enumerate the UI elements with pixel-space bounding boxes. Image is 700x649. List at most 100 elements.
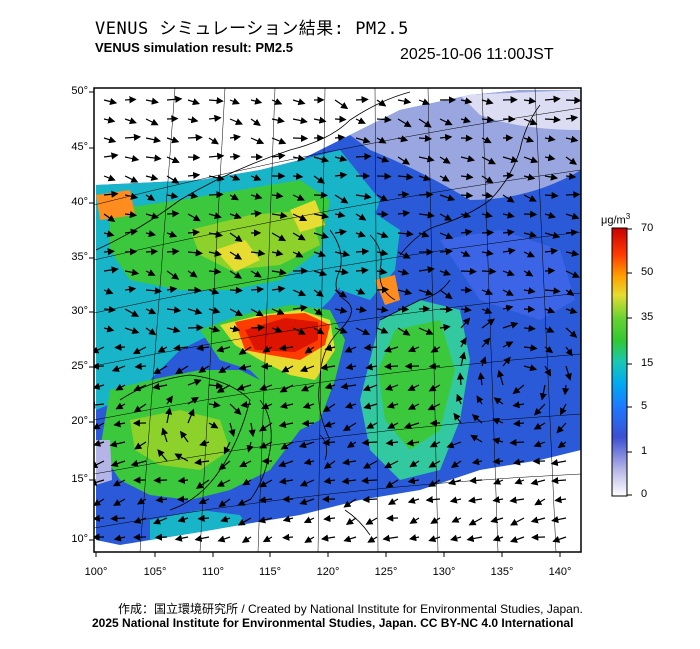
wind-arrow xyxy=(523,135,535,143)
lat-label-30: 30° xyxy=(71,305,88,317)
wind-arrow xyxy=(565,96,581,104)
wind-arrow xyxy=(363,402,378,410)
wind-arrow xyxy=(94,460,105,468)
wind-arrow xyxy=(271,116,285,124)
wind-arrow xyxy=(346,440,357,448)
wind-arrow xyxy=(497,369,505,386)
wind-arrow xyxy=(341,477,357,485)
wind-arrow xyxy=(397,288,413,296)
wind-arrow xyxy=(237,517,252,526)
wind-arrow xyxy=(187,116,199,124)
wind-arrow xyxy=(344,346,357,353)
wind-arrow xyxy=(187,270,198,278)
wind-arrow xyxy=(456,393,463,405)
wind-arrow xyxy=(208,421,219,429)
wind-arrow xyxy=(481,229,495,237)
wind-arrow xyxy=(136,497,147,505)
wind-vectors xyxy=(94,95,581,543)
wind-arrow xyxy=(282,515,294,523)
wind-arrow xyxy=(218,460,231,471)
lon-label-140: 140° xyxy=(548,566,572,578)
wind-arrow xyxy=(407,403,420,410)
wind-arrow xyxy=(565,288,575,296)
wind-arrow xyxy=(551,516,567,524)
copyright-line: 2025 National Institute for Environmenta… xyxy=(92,616,574,630)
wind-arrow xyxy=(344,401,357,409)
wind-arrow xyxy=(533,403,546,416)
wind-arrow xyxy=(324,382,336,390)
wind-arrow xyxy=(271,211,288,219)
wind-arrow xyxy=(334,228,347,236)
wind-arrow xyxy=(468,517,483,526)
lat-label-15: 15° xyxy=(71,473,88,485)
wind-arrow xyxy=(194,458,210,466)
wind-arrow xyxy=(292,117,308,125)
wind-arrow xyxy=(481,156,496,165)
wind-arrow xyxy=(278,460,294,468)
wind-arrow xyxy=(502,304,514,312)
wind-arrow xyxy=(229,153,241,161)
wind-arrow xyxy=(355,327,371,335)
wind-arrow xyxy=(451,516,462,523)
wind-arrow xyxy=(282,533,294,541)
wind-arrow xyxy=(544,173,559,181)
wind-arrow xyxy=(439,194,456,202)
lon-label-125: 125° xyxy=(374,566,398,578)
wind-arrow xyxy=(418,191,434,199)
wind-arrow xyxy=(250,210,262,218)
wind-arrow xyxy=(228,422,236,437)
wind-arrow xyxy=(544,306,556,314)
wind-arrow xyxy=(397,118,412,128)
wind-arrow xyxy=(166,210,180,218)
wind-arrow xyxy=(218,498,231,508)
lon-label-115: 115° xyxy=(259,566,281,578)
wind-arrow xyxy=(556,422,567,434)
wind-arrow xyxy=(385,439,399,447)
wind-arrow xyxy=(278,477,294,485)
wind-arrow xyxy=(383,345,399,353)
wind-arrow xyxy=(208,267,222,276)
wind-arrow xyxy=(292,327,306,335)
wind-arrow xyxy=(250,308,264,317)
wind-arrow xyxy=(533,440,546,448)
wind-arrow xyxy=(271,137,287,145)
wind-arrow xyxy=(470,434,483,443)
wind-arrow xyxy=(94,498,105,507)
wind-arrow xyxy=(439,269,452,276)
wind-arrow xyxy=(439,232,454,240)
wind-arrow xyxy=(439,305,454,313)
wind-arrow xyxy=(250,97,263,105)
colorbar-label-70: 70 xyxy=(641,222,654,234)
wind-arrow xyxy=(334,250,351,258)
wind-arrow xyxy=(439,323,451,332)
wind-arrow xyxy=(376,286,390,294)
wind-arrow xyxy=(166,285,178,294)
wind-arrow xyxy=(195,479,210,489)
wind-arrow xyxy=(250,324,265,332)
wind-arrow xyxy=(492,496,504,504)
wind-arrow xyxy=(113,534,126,542)
wind-arrow xyxy=(509,496,525,504)
wind-arrow xyxy=(471,458,483,466)
wind-arrow xyxy=(103,287,114,295)
wind-arrow xyxy=(554,496,567,504)
wind-arrow xyxy=(187,134,203,142)
wind-arrow xyxy=(439,174,450,182)
wind-arrow xyxy=(103,116,116,124)
wind-arrow xyxy=(313,175,325,184)
wind-arrow xyxy=(241,535,252,543)
wind-arrow xyxy=(229,212,242,220)
wind-arrow xyxy=(428,535,441,543)
lat-label-35: 35° xyxy=(71,251,88,263)
wind-arrow xyxy=(303,516,315,524)
wind-arrow xyxy=(439,118,453,126)
wind-arrow xyxy=(552,535,567,543)
wind-arrow xyxy=(334,194,349,204)
wind-arrow xyxy=(523,305,536,313)
wind-arrow xyxy=(197,514,210,522)
wind-arrow xyxy=(355,266,369,275)
wind-arrow xyxy=(208,401,221,409)
wind-arrow xyxy=(103,190,119,198)
wind-arrow xyxy=(512,458,525,466)
wind-arrow xyxy=(229,118,244,125)
